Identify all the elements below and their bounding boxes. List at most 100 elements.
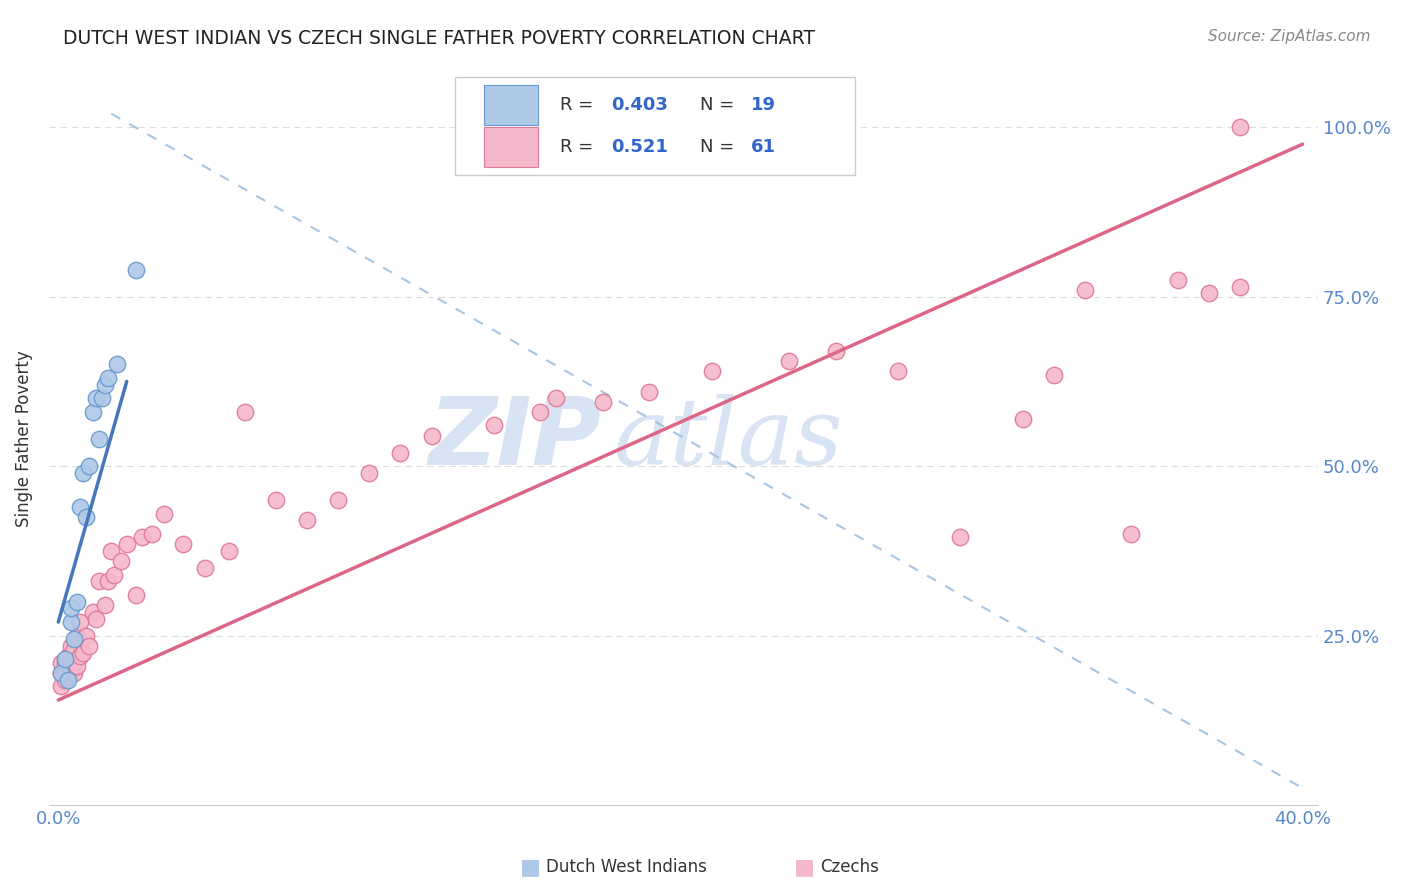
Point: [66, 629, 89, 643]
Point: [56, 669, 79, 683]
Point: [389, 445, 412, 459]
Point: [100, 544, 122, 558]
Text: 0.521: 0.521: [612, 138, 668, 156]
Text: 0.403: 0.403: [612, 96, 668, 114]
FancyBboxPatch shape: [456, 77, 855, 176]
Point: [110, 554, 132, 568]
Point: [87, 574, 110, 589]
Point: [233, 405, 256, 419]
Point: [97, 371, 120, 385]
Point: [218, 544, 240, 558]
Point: [94, 377, 117, 392]
Text: 19: 19: [751, 96, 776, 114]
Point: [56, 648, 79, 663]
Point: [59, 639, 82, 653]
Point: [51, 665, 73, 680]
Point: [887, 364, 910, 378]
Text: DUTCH WEST INDIAN VS CZECH SINGLE FATHER POVERTY CORRELATION CHART: DUTCH WEST INDIAN VS CZECH SINGLE FATHER…: [63, 29, 815, 47]
Point: [75, 629, 97, 643]
Point: [66, 595, 89, 609]
Point: [69, 615, 91, 629]
Point: [264, 493, 287, 508]
Point: [87, 432, 110, 446]
Text: ■: ■: [520, 857, 541, 877]
Point: [592, 394, 614, 409]
Point: [63, 632, 86, 646]
Point: [544, 392, 567, 406]
Point: [153, 507, 176, 521]
Point: [1121, 527, 1143, 541]
Text: Dutch West Indians: Dutch West Indians: [546, 858, 706, 876]
Point: [125, 262, 148, 277]
Text: 61: 61: [751, 138, 776, 156]
Point: [53, 652, 76, 666]
Point: [51, 665, 73, 680]
Text: ■: ■: [794, 857, 815, 877]
Point: [53, 665, 76, 680]
FancyBboxPatch shape: [484, 127, 537, 167]
Point: [53, 656, 76, 670]
Point: [79, 459, 101, 474]
Point: [482, 418, 505, 433]
Point: [79, 639, 101, 653]
Point: [193, 561, 215, 575]
Point: [63, 656, 86, 670]
Point: [1167, 273, 1189, 287]
Point: [90, 392, 112, 406]
Point: [103, 567, 125, 582]
Point: [63, 642, 86, 657]
Point: [1042, 368, 1064, 382]
Text: Source: ZipAtlas.com: Source: ZipAtlas.com: [1208, 29, 1371, 44]
Text: R =: R =: [561, 96, 599, 114]
Point: [72, 466, 94, 480]
Point: [115, 537, 138, 551]
Point: [66, 659, 89, 673]
Text: N =: N =: [700, 138, 740, 156]
Point: [107, 358, 129, 372]
Point: [59, 663, 82, 677]
Point: [638, 384, 661, 399]
Point: [51, 656, 73, 670]
Point: [63, 665, 86, 680]
Point: [53, 673, 76, 687]
Point: [59, 615, 82, 629]
Point: [82, 605, 104, 619]
Point: [825, 343, 848, 358]
Point: [949, 530, 972, 544]
Point: [94, 598, 117, 612]
Point: [141, 527, 163, 541]
Text: R =: R =: [561, 138, 599, 156]
Point: [295, 513, 318, 527]
Point: [125, 588, 148, 602]
Text: Czechs: Czechs: [820, 858, 879, 876]
Point: [97, 574, 120, 589]
Point: [529, 405, 551, 419]
Point: [1229, 279, 1251, 293]
Point: [359, 466, 381, 480]
Point: [700, 364, 723, 378]
FancyBboxPatch shape: [484, 85, 537, 125]
Point: [84, 612, 107, 626]
Point: [69, 500, 91, 514]
Point: [420, 428, 443, 442]
Point: [778, 354, 800, 368]
Point: [82, 405, 104, 419]
Point: [1198, 286, 1220, 301]
Point: [1229, 120, 1251, 135]
Text: N =: N =: [700, 96, 740, 114]
Point: [1011, 411, 1033, 425]
Point: [84, 392, 107, 406]
Point: [172, 537, 194, 551]
Y-axis label: Single Father Poverty: Single Father Poverty: [15, 351, 32, 527]
Point: [131, 530, 153, 544]
Point: [69, 648, 91, 663]
Point: [56, 673, 79, 687]
Text: atlas: atlas: [614, 394, 844, 484]
Text: ZIP: ZIP: [429, 393, 600, 485]
Point: [75, 510, 97, 524]
Point: [328, 493, 350, 508]
Point: [51, 680, 73, 694]
Point: [1074, 283, 1097, 297]
Point: [72, 646, 94, 660]
Point: [59, 601, 82, 615]
